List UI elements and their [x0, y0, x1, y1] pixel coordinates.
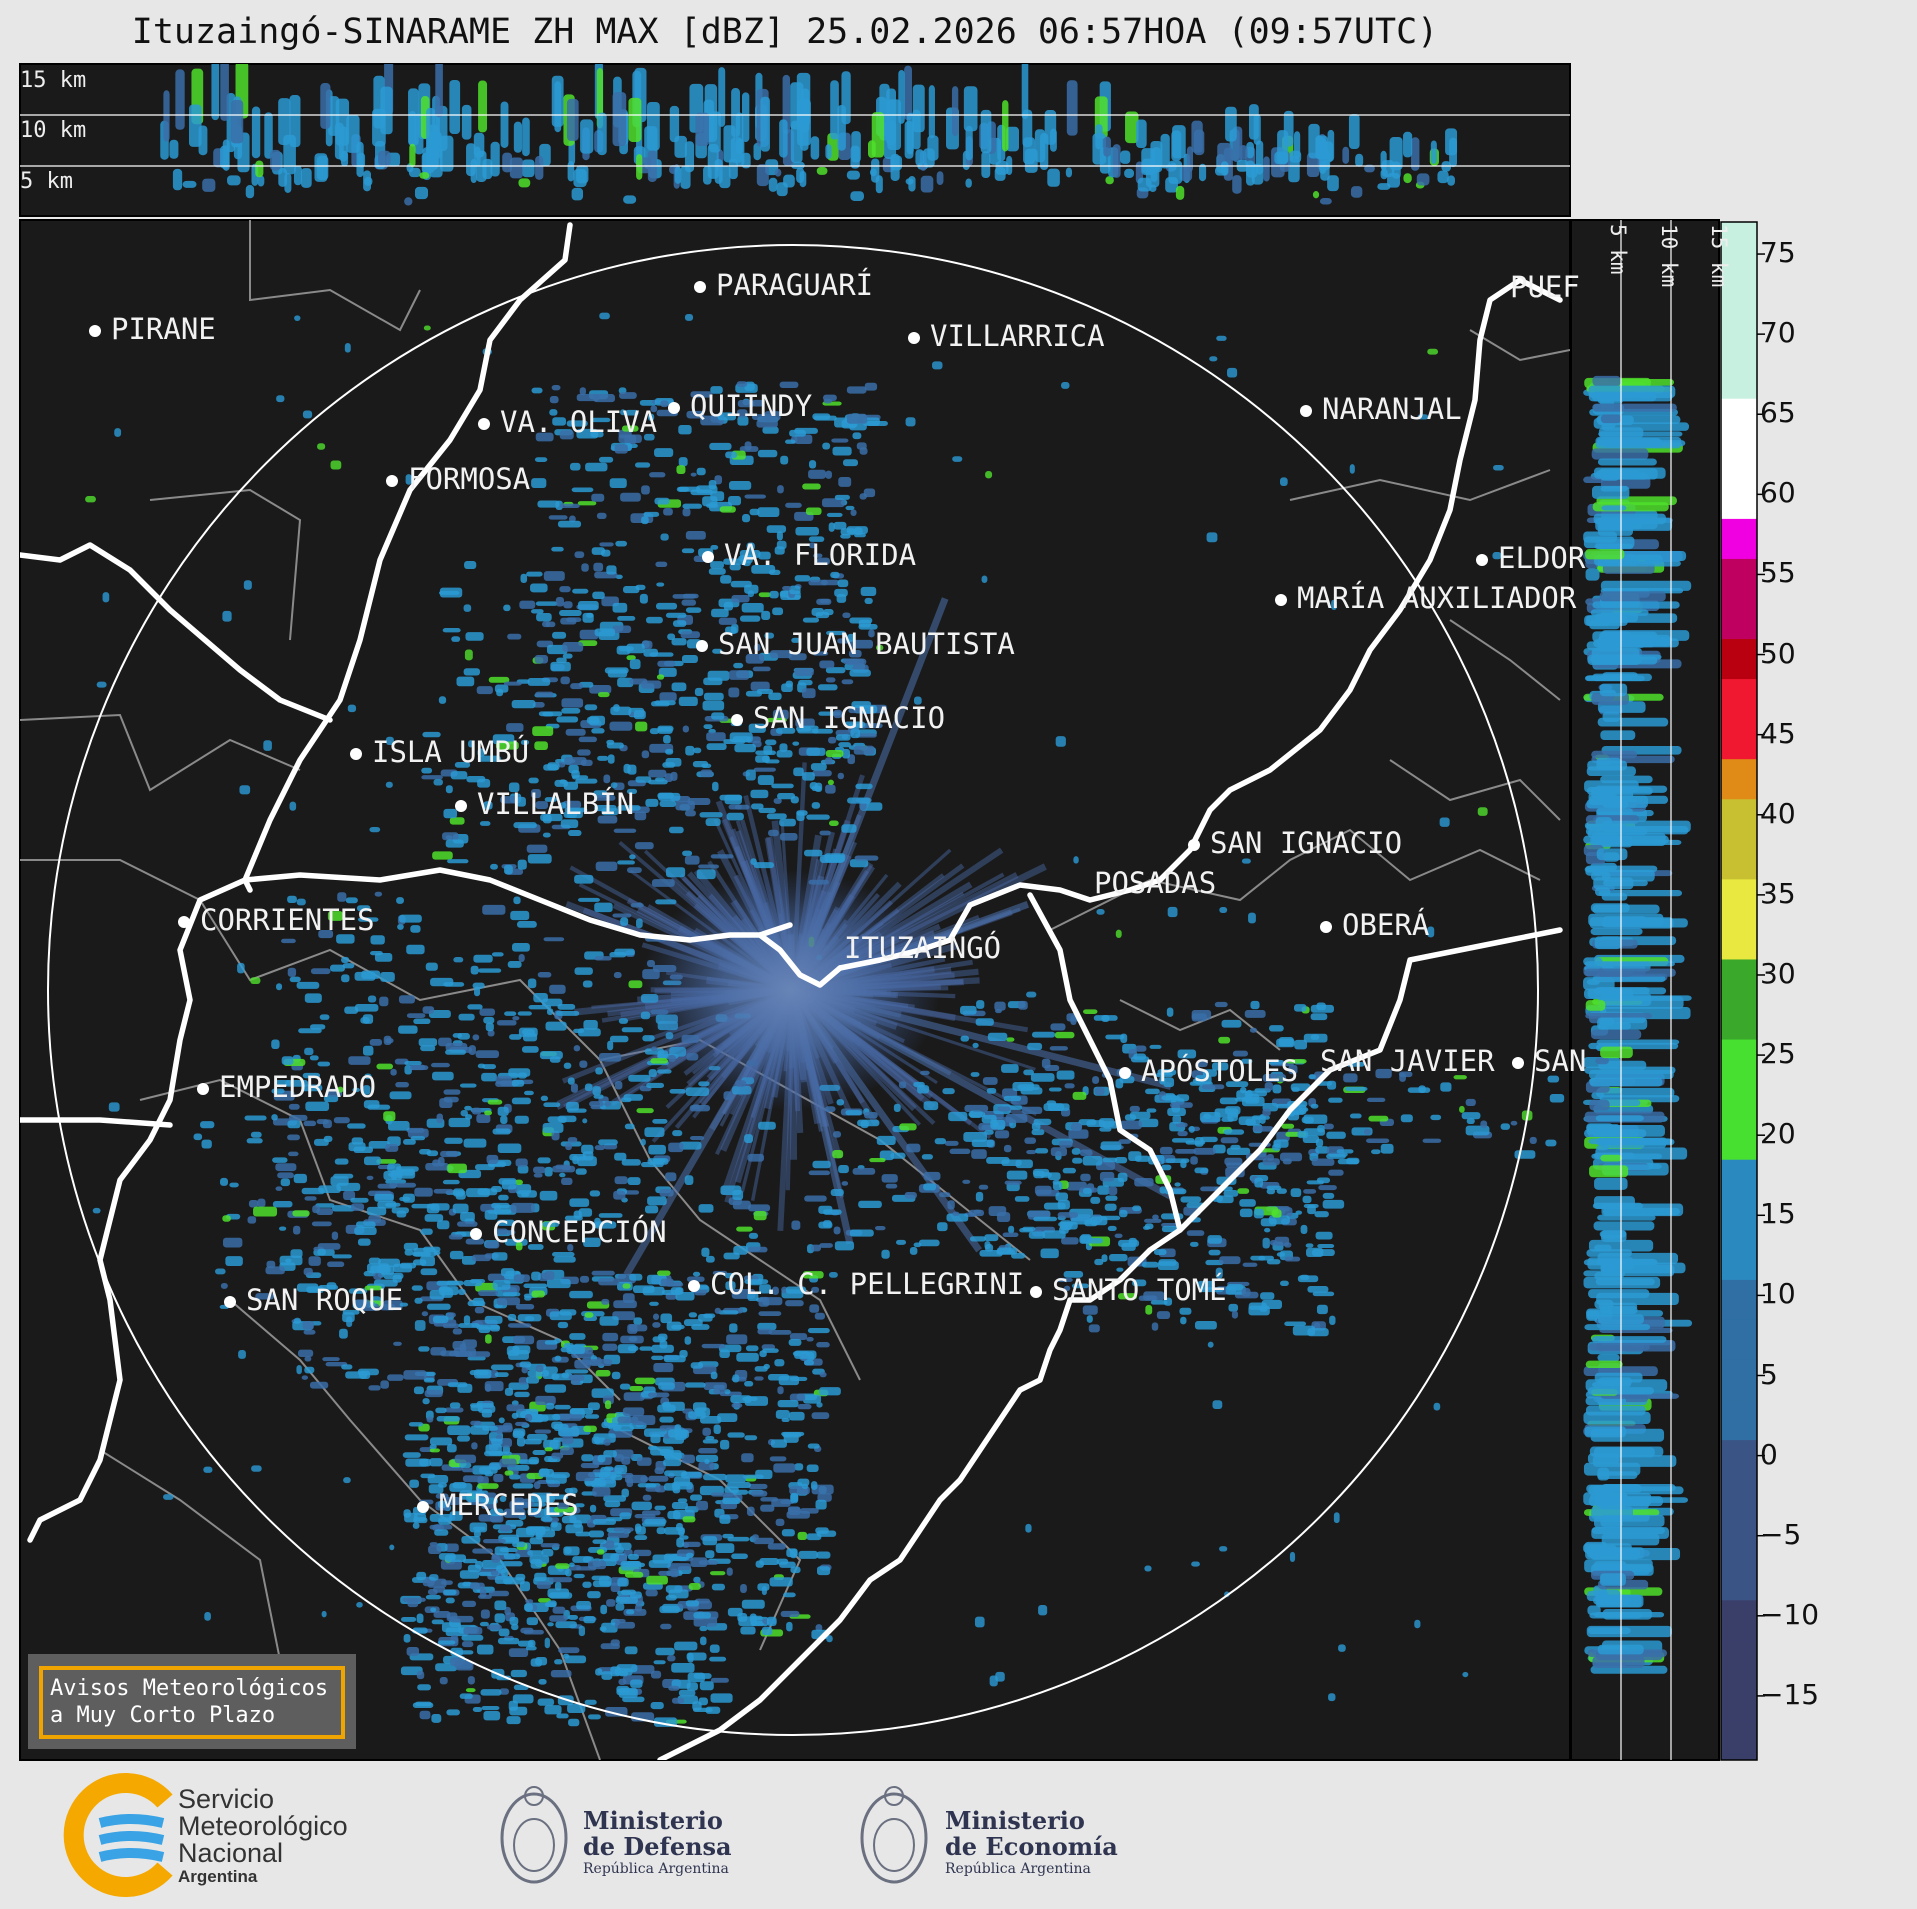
side-echo-layer [1583, 375, 1693, 1674]
colorbar-tick: 55 [1760, 556, 1796, 590]
colorbar-tick: 15 [1760, 1197, 1796, 1231]
radar-core [640, 870, 940, 1110]
side-height-label-15: 15 km [1707, 224, 1731, 288]
colorbar-tick: 50 [1760, 636, 1796, 670]
city-label: CONCEPCIÓN [470, 1218, 667, 1247]
colorbar-tick: 25 [1760, 1037, 1796, 1071]
colorbar [1721, 222, 1765, 1761]
colorbar-tick: 35 [1760, 876, 1796, 910]
city-label: QUIINDY [668, 392, 812, 421]
city-label: NARANJAL [1300, 395, 1462, 424]
defensa-logo-text: Ministerio de Defensa República Argentin… [583, 1806, 732, 1878]
city-label: CORRIENTES [178, 906, 375, 935]
colorbar-tick: 10 [1760, 1277, 1796, 1311]
top-height-label-15: 15 km [20, 68, 87, 93]
colorbar-tick: −15 [1760, 1677, 1820, 1711]
colorbar-tick: 30 [1760, 956, 1796, 990]
city-label: VILLALBÍN [455, 790, 634, 819]
city-label: PARAGUARÍ [694, 271, 873, 300]
colorbar-tick: 75 [1760, 236, 1796, 270]
city-label: VA. OLIVA [478, 408, 657, 437]
colorbar-tick: −5 [1760, 1517, 1802, 1551]
economia-logo-text: Ministerio de Economía República Argenti… [945, 1806, 1118, 1878]
city-label: SAN IGNACIO [1188, 829, 1402, 858]
city-label: COL. C. PELLEGRINI [688, 1270, 1024, 1299]
city-label: SAN ROQUE [224, 1286, 403, 1315]
top-height-label-10: 10 km [20, 118, 87, 143]
side-height-label-10: 10 km [1657, 224, 1681, 288]
colorbar-tick: 70 [1760, 316, 1796, 350]
colorbar-tick: 45 [1760, 716, 1796, 750]
city-label: MERCEDES [417, 1491, 579, 1520]
colorbar-tick: −10 [1760, 1597, 1820, 1631]
city-label: PIRANE [89, 315, 216, 344]
city-label: SAN JUAN BAUTISTA [696, 630, 1015, 659]
smn-logo-text: Servicio Meteorológico Nacional Argentin… [178, 1784, 348, 1887]
city-label: SAN [1512, 1047, 1586, 1076]
city-label: EMPEDRADO [197, 1073, 376, 1102]
chart-title: Ituzaingó-SINARAME ZH MAX [dBZ] 25.02.20… [131, 12, 1439, 52]
city-label: POSADAS [1094, 866, 1217, 900]
range-ring [47, 244, 1539, 1736]
colorbar-tick: 65 [1760, 396, 1796, 430]
colorbar-tick: 40 [1760, 796, 1796, 830]
notice-line-2: a Muy Corto Plazo [50, 1703, 276, 1728]
city-label: ISLA UMBÚ [350, 738, 529, 767]
colorbar-frame [1720, 221, 1758, 1761]
notice-frame [39, 1666, 345, 1739]
defensa-seal-icon [500, 1786, 568, 1884]
colorbar-tick: 60 [1760, 476, 1796, 510]
top-echo-layer [160, 64, 1458, 206]
city-label: PUEF [1510, 270, 1580, 304]
side-height-label-5: 5 km [1606, 224, 1630, 275]
notice-line-1: Avisos Meteorológicos [50, 1676, 329, 1701]
city-label: ELDOR [1476, 544, 1585, 573]
city-label: MARÍA AUXILIADOR [1275, 584, 1576, 613]
notice-box: Avisos Meteorológicos a Muy Corto Plazo [28, 1654, 356, 1749]
city-label: APÓSTOLES [1119, 1057, 1298, 1086]
city-label: VA. FLORIDA [702, 541, 916, 570]
city-label: OBERÁ [1320, 911, 1429, 940]
colorbar-tick: 20 [1760, 1117, 1796, 1151]
top-height-label-5: 5 km [20, 169, 73, 194]
city-label: VILLARRICA [908, 322, 1105, 351]
colorbar-tick: 5 [1760, 1357, 1778, 1391]
city-label: FORMOSA [386, 465, 530, 494]
city-label: SAN IGNACIO [731, 704, 945, 733]
city-label: SANTO TOMÉ [1030, 1276, 1227, 1305]
economia-seal-icon [860, 1786, 928, 1884]
city-label: SAN JAVIER [1320, 1044, 1495, 1078]
city-label: ITUZAINGÓ [844, 931, 1002, 965]
colorbar-tick: 0 [1760, 1437, 1778, 1471]
rivers [20, 222, 1563, 1760]
smn-logo-mark [63, 1773, 173, 1897]
